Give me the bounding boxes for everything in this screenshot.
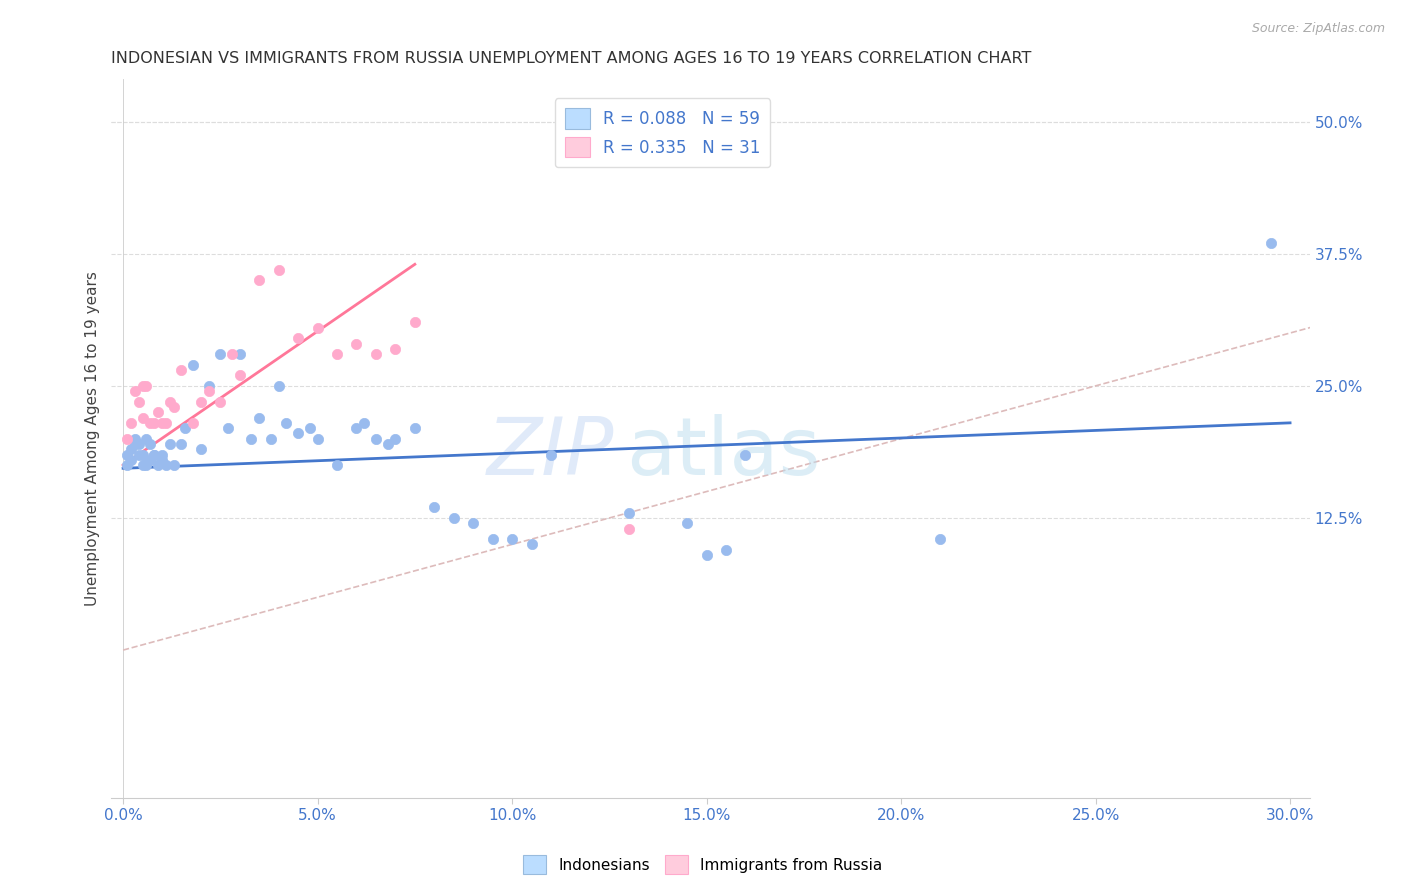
Point [276,416,298,430]
Point [929,532,952,546]
Point [120,453,142,467]
Point [298,421,321,435]
Point [221,347,243,361]
Point [229,347,252,361]
Point [131,379,153,393]
Point [155,458,177,472]
Legend: Indonesians, Immigrants from Russia: Indonesians, Immigrants from Russia [517,849,889,880]
Point [404,421,426,435]
Text: INDONESIAN VS IMMIGRANTS FROM RUSSIA UNEMPLOYMENT AMONG AGES 16 TO 19 YEARS CORR: INDONESIAN VS IMMIGRANTS FROM RUSSIA UNE… [111,51,1032,66]
Point [120,442,142,457]
Point [190,394,212,409]
Point [240,432,263,446]
Point [714,542,737,557]
Point [197,379,219,393]
Point [128,437,150,451]
Point [197,384,219,399]
Point [326,458,349,472]
Point [135,458,157,472]
Point [353,416,375,430]
Point [501,532,523,546]
Point [267,262,290,277]
Point [307,320,329,334]
Point [307,432,329,446]
Point [128,394,150,409]
Point [128,448,150,462]
Point [174,421,197,435]
Point [481,532,503,546]
Point [150,416,173,430]
Text: atlas: atlas [627,414,821,492]
Point [190,442,212,457]
Point [217,421,239,435]
Point [267,379,290,393]
Point [423,500,446,515]
Point [131,458,153,472]
Point [115,448,138,462]
Legend: R = 0.088   N = 59, R = 0.335   N = 31: R = 0.088 N = 59, R = 0.335 N = 31 [555,98,770,168]
Point [131,448,153,462]
Point [229,368,252,383]
Point [120,416,142,430]
Point [287,426,309,441]
Point [159,394,181,409]
Point [150,453,173,467]
Point [443,511,465,525]
Point [364,432,387,446]
Point [326,347,349,361]
Point [1260,236,1282,251]
Point [346,421,368,435]
Point [124,384,146,399]
Point [209,347,232,361]
Point [159,437,181,451]
Text: Source: ZipAtlas.com: Source: ZipAtlas.com [1251,22,1385,36]
Point [143,448,166,462]
Point [676,516,699,531]
Point [124,437,146,451]
Point [150,448,173,462]
Point [377,437,399,451]
Point [131,410,153,425]
Point [364,347,387,361]
Point [115,458,138,472]
Point [124,432,146,446]
Point [181,358,204,372]
Point [540,448,562,462]
Point [247,273,270,287]
Text: ZIP: ZIP [488,414,614,492]
Point [287,331,309,345]
Point [146,405,169,419]
Point [163,400,186,414]
Point [384,432,406,446]
Point [143,416,166,430]
Point [139,453,162,467]
Point [463,516,485,531]
Point [143,448,166,462]
Point [163,458,186,472]
Point [170,437,193,451]
Point [520,537,543,551]
Point [135,379,157,393]
Point [139,416,162,430]
Point [617,522,640,536]
Point [617,506,640,520]
Point [139,437,162,451]
Point [170,363,193,377]
Y-axis label: Unemployment Among Ages 16 to 19 years: Unemployment Among Ages 16 to 19 years [86,271,100,607]
Point [155,416,177,430]
Point [734,448,756,462]
Point [247,410,270,425]
Point [384,342,406,356]
Point [135,432,157,446]
Point [404,315,426,329]
Point [181,416,204,430]
Point [146,458,169,472]
Point [115,432,138,446]
Point [696,548,718,562]
Point [260,432,283,446]
Point [209,394,232,409]
Point [346,336,368,351]
